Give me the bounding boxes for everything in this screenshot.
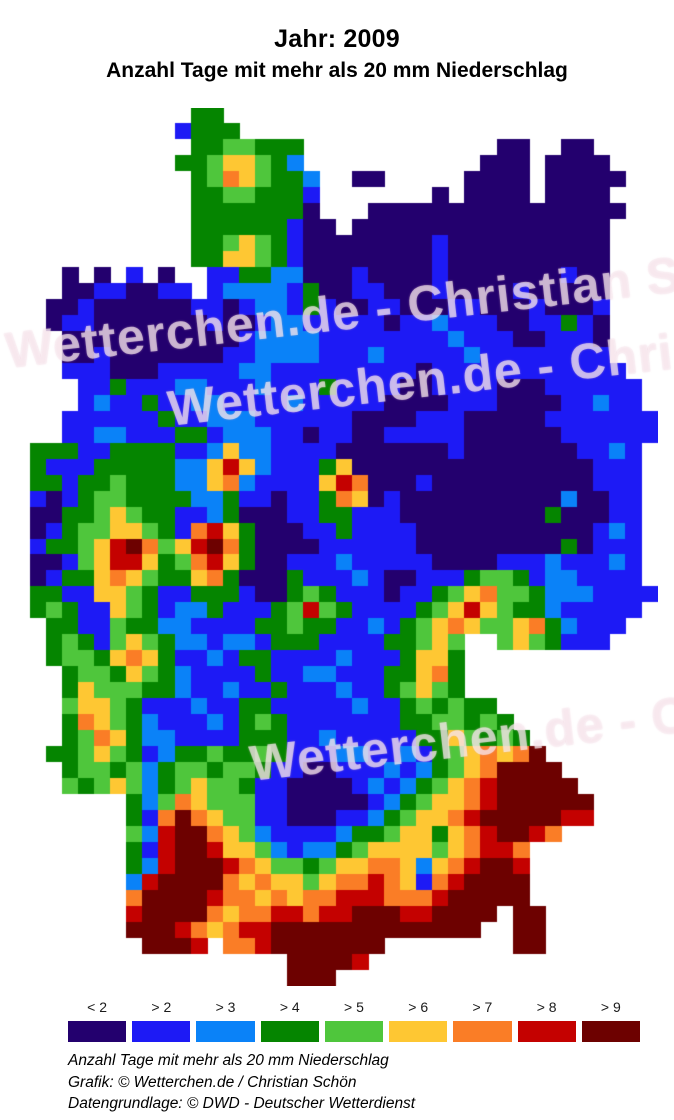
- legend-swatch: [68, 1021, 127, 1042]
- legend-swatch: [517, 1021, 576, 1042]
- map-subtitle: Anzahl Tage mit mehr als 20 mm Niedersch…: [106, 59, 568, 82]
- footer: Anzahl Tage mit mehr als 20 mm Niedersch…: [68, 1050, 415, 1115]
- legend-item: > 3: [196, 999, 255, 1042]
- legend-class-label: > 5: [344, 999, 364, 1015]
- legend-swatch: [132, 1021, 191, 1042]
- footer-caption: Anzahl Tage mit mehr als 20 mm Niedersch…: [68, 1052, 389, 1069]
- legend: < 2 > 2 > 3 > 4 > 5 > 6 > 7 > 8 > 9: [68, 999, 640, 1042]
- legend-item: > 5: [324, 999, 384, 1042]
- legend-swatch: [389, 1021, 448, 1042]
- map-title: Jahr: 2009: [274, 25, 400, 53]
- legend-swatch: [260, 1021, 319, 1042]
- legend-item: > 4: [260, 999, 319, 1042]
- legend-item: < 2: [68, 999, 127, 1042]
- footer-credit-data: Datengrundlage: © DWD - Deutscher Wetter…: [68, 1095, 416, 1112]
- footer-credit-graphic: Grafik: © Wetterchen.de / Christian Schö…: [68, 1073, 357, 1091]
- legend-swatch: [581, 1021, 640, 1042]
- legend-class-label: > 3: [215, 999, 236, 1015]
- legend-swatch: [196, 1021, 255, 1042]
- legend-class-label: > 8: [536, 999, 557, 1015]
- germany-precipitation-map: [14, 108, 658, 986]
- legend-class-label: > 9: [600, 999, 621, 1015]
- legend-item: > 2: [132, 999, 191, 1042]
- legend-swatch: [453, 1021, 512, 1042]
- legend-class-label: > 7: [472, 999, 493, 1015]
- legend-class-label: < 2: [87, 999, 108, 1015]
- legend-class-label: > 6: [408, 999, 429, 1015]
- legend-item: > 8: [517, 999, 576, 1042]
- legend-swatch: [324, 1021, 384, 1042]
- legend-class-label: > 4: [279, 999, 300, 1015]
- legend-item: > 6: [389, 999, 448, 1042]
- legend-item: > 9: [581, 999, 640, 1042]
- legend-class-label: > 2: [151, 999, 172, 1015]
- legend-item: > 7: [453, 999, 512, 1042]
